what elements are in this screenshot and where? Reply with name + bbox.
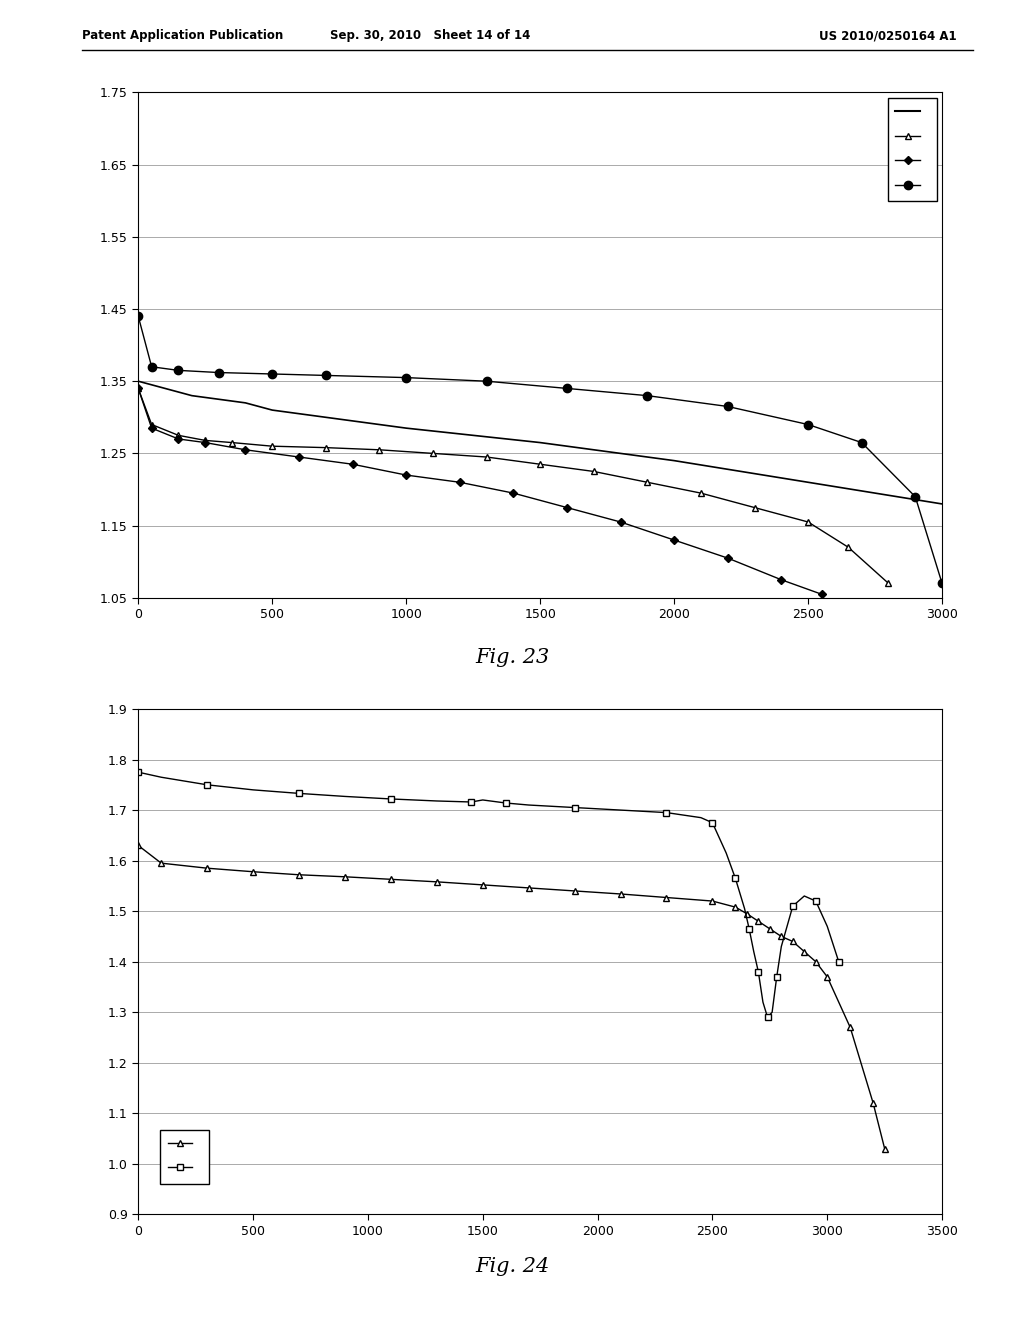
Text: Fig. 24: Fig. 24 — [475, 1257, 549, 1275]
Legend: , , , : , , , — [888, 98, 937, 201]
Text: Patent Application Publication: Patent Application Publication — [82, 29, 284, 42]
Legend: , : , — [160, 1130, 209, 1184]
Text: Fig. 23: Fig. 23 — [475, 648, 549, 667]
Text: Sep. 30, 2010   Sheet 14 of 14: Sep. 30, 2010 Sheet 14 of 14 — [330, 29, 530, 42]
Text: US 2010/0250164 A1: US 2010/0250164 A1 — [819, 29, 956, 42]
